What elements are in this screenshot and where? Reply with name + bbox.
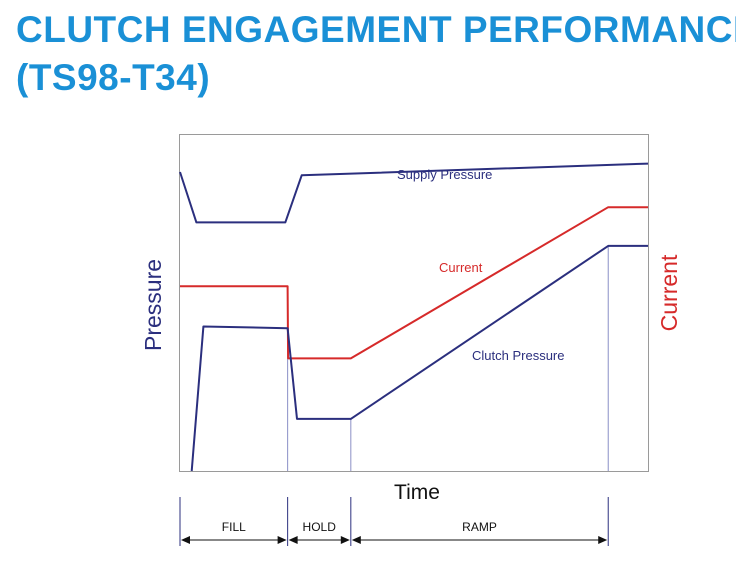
series-line-clutch-pressure [190,244,648,472]
x-axis-label-time: Time [394,481,440,504]
phase-arrowhead-left [181,536,190,544]
phase-label-hold: HOLD [303,520,337,534]
plot-frame [179,134,649,472]
phase-arrowhead-left [288,536,298,544]
series-label-current: Current [439,260,483,275]
phase-arrowhead-left [351,536,361,544]
series-line-current [180,206,648,360]
series-label-clutch-pressure: Clutch Pressure [472,348,564,363]
phase-label-ramp: RAMP [462,520,497,534]
phase-annotations: FILL HOLD RAMP [179,497,609,546]
series-layer [179,162,649,472]
series-label-supply-pressure: Supply Pressure [397,167,492,182]
title-line-1: CLUTCH ENGAGEMENT PERFORMANCE [16,9,736,50]
y-axis-label-current: Current [656,254,682,331]
phase-arrowhead-right [598,536,608,544]
title-line-2: (TS98-T34) [16,57,211,98]
series-line-supply-pressure [179,162,649,224]
phase-arrowhead-right [340,536,350,544]
chart-title: CLUTCH ENGAGEMENT PERFORMANCE (TS98-T34) [16,6,736,102]
phase-label-fill: FILL [222,520,246,534]
phase-arrowhead-right [277,536,287,544]
y-axis-label-pressure: Pressure [140,259,166,351]
